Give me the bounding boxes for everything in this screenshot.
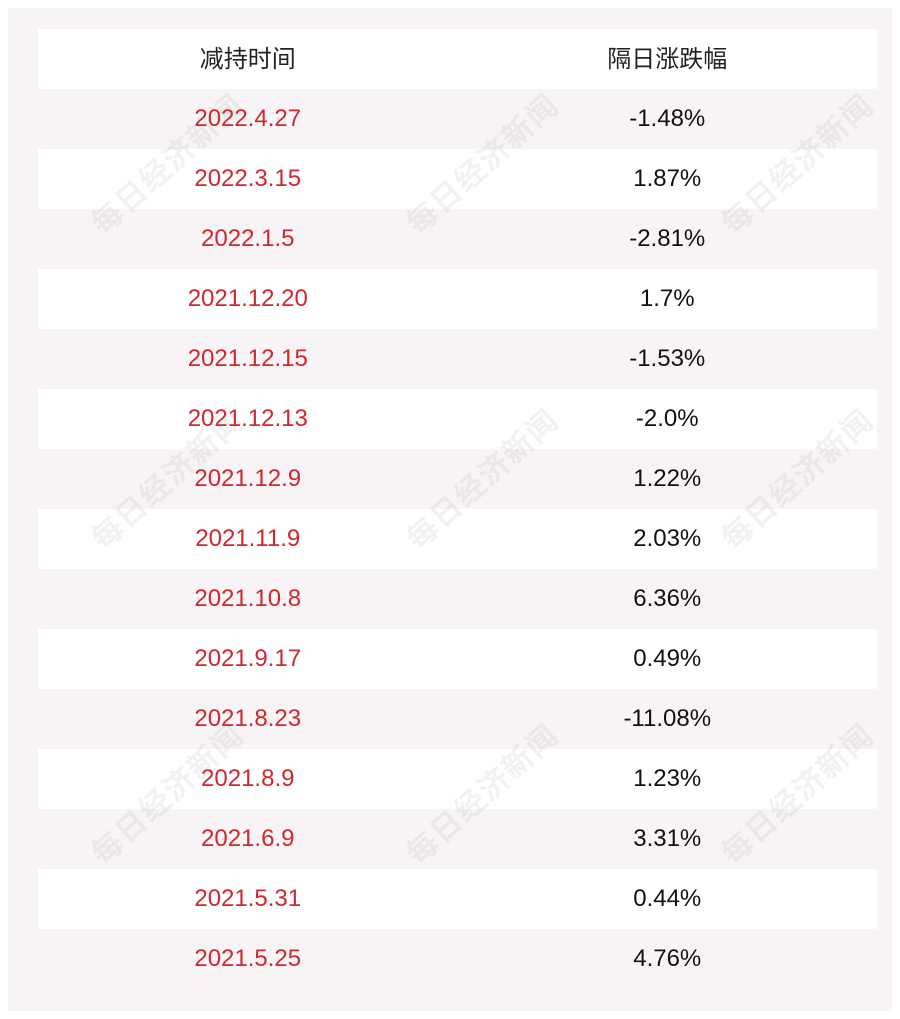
header-change: 隔日涨跌幅 [607, 45, 728, 73]
table-row: 2021.8.23 -11.08% [38, 689, 877, 749]
row-change: 0.44% [633, 885, 702, 912]
row-change: 4.76% [633, 945, 702, 972]
table-row: 2021.5.25 4.76% [38, 929, 877, 989]
row-change: 1.22% [633, 465, 702, 492]
row-change: -2.0% [635, 405, 699, 432]
row-change: -1.53% [629, 345, 706, 372]
row-change: 6.36% [633, 585, 702, 612]
table-row: 2022.1.5 -2.81% [38, 209, 877, 269]
row-date: 2021.8.9 [201, 765, 295, 792]
table-row: 2021.6.9 3.31% [38, 809, 877, 869]
table-row: 2021.12.13 -2.0% [38, 389, 877, 449]
row-change: 2.03% [633, 525, 702, 552]
row-change: 3.31% [633, 825, 702, 852]
table-row: 2021.5.31 0.44% [38, 869, 877, 929]
table-row: 2021.11.9 2.03% [38, 509, 877, 569]
table-row: 2022.3.15 1.87% [38, 149, 877, 209]
table-header-row: 减持时间 隔日涨跌幅 [38, 29, 877, 89]
table-row: 2021.12.15 -1.53% [38, 329, 877, 389]
row-date: 2021.12.13 [187, 405, 308, 432]
row-change: 1.23% [633, 765, 702, 792]
row-date: 2021.8.23 [194, 705, 302, 732]
row-date: 2021.12.9 [194, 465, 302, 492]
row-date: 2021.12.15 [187, 345, 308, 372]
table-row: 2021.12.9 1.22% [38, 449, 877, 509]
row-date: 2021.11.9 [195, 525, 301, 552]
table-row: 2021.10.8 6.36% [38, 569, 877, 629]
table-row: 2022.4.27 -1.48% [38, 89, 877, 149]
row-date: 2022.4.27 [194, 105, 302, 132]
row-date: 2021.5.25 [194, 945, 302, 972]
table-row: 2021.9.17 0.49% [38, 629, 877, 689]
row-date: 2021.10.8 [194, 585, 302, 612]
table-body: 2022.4.27 -1.48% 2022.3.15 1.87% 2022.1.5 -2.… [38, 89, 877, 989]
header-date: 减持时间 [199, 45, 296, 73]
row-date: 2021.9.17 [194, 645, 302, 672]
row-date: 2021.5.31 [194, 885, 302, 912]
row-change: 0.49% [633, 645, 702, 672]
row-change: -1.48% [629, 105, 706, 132]
row-change: -11.08% [623, 705, 712, 732]
row-date: 2021.12.20 [187, 285, 308, 312]
row-date: 2022.1.5 [201, 225, 295, 252]
row-change: 1.87% [633, 165, 702, 192]
row-change: 1.7% [639, 285, 695, 312]
table-row: 2021.8.9 1.23% [38, 749, 877, 809]
row-change: -2.81% [629, 225, 706, 252]
row-date: 2022.3.15 [194, 165, 302, 192]
row-date: 2021.6.9 [201, 825, 295, 852]
table-row: 2021.12.20 1.7% [38, 269, 877, 329]
reduction-table: 减持时间 隔日涨跌幅 2022.4.27 -1.48% 2022.3.15 1.87%… [38, 29, 877, 989]
